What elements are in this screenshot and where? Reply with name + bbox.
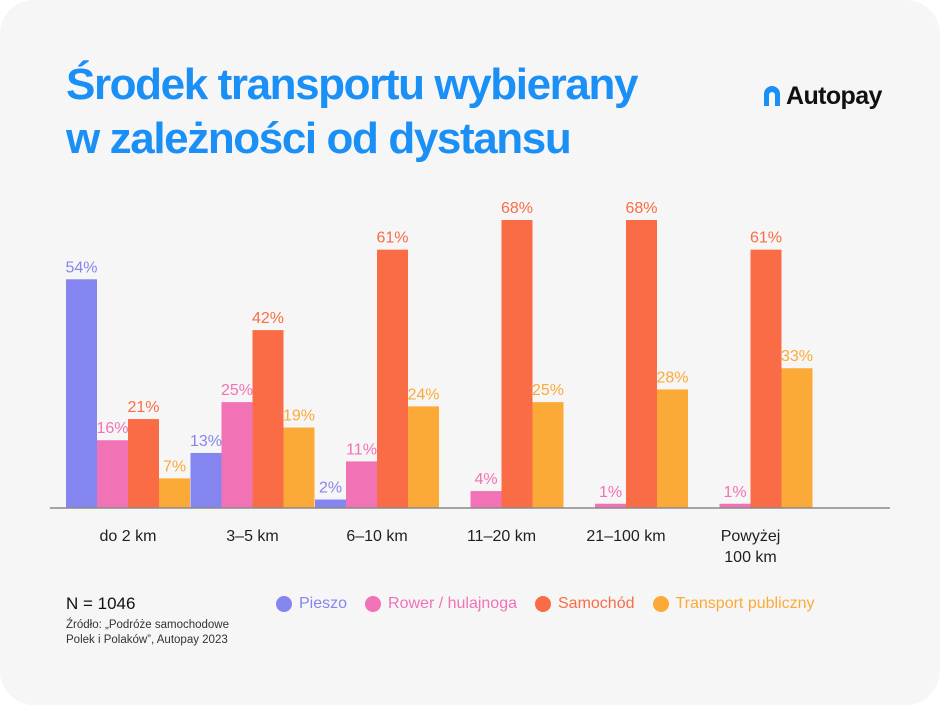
source-line-1: Źródło: „Podróże samochodowe [66, 619, 229, 631]
bar-rower-hulajnoga-6 [719, 503, 751, 508]
bar-transport-publiczny-5 [657, 389, 688, 508]
autopay-logo: Autopay [764, 80, 882, 112]
chart-footer: N = 1046 Źródło: „Podróże samochodowe Po… [66, 594, 266, 648]
bar-pieszo-1 [66, 279, 97, 508]
logo-text: Autopay [786, 81, 882, 110]
chart-title-line-2: w zależności od dystansu [66, 114, 572, 163]
data-label-transport-publiczny-1: 7% [163, 458, 186, 475]
chart-title: Środek transportu wybierany w zależności… [66, 58, 706, 166]
chart-title-line-1: Środek transportu wybierany [66, 60, 638, 109]
legend-item-transport-publiczny: Transport publiczny [652, 595, 815, 613]
bar-transport-publiczny-1 [159, 478, 190, 508]
data-label-transport-publiczny-5: 28% [656, 369, 688, 386]
legend-dot-icon [652, 596, 669, 612]
legend-dot-icon [276, 596, 292, 612]
data-label-samochod-5: 68% [625, 200, 657, 217]
bar-transport-publiczny-3 [408, 406, 439, 508]
legend-label: Rower / hulajnoga [388, 595, 517, 612]
legend-item-pieszo: Pieszo [276, 595, 347, 613]
data-label-pieszo-1: 54% [65, 259, 97, 276]
data-label-rower-hulajnoga-5: 1% [599, 484, 622, 501]
data-label-pieszo-3: 2% [319, 480, 342, 497]
data-label-pieszo-2: 13% [190, 433, 222, 450]
bar-rower-hulajnoga-3 [346, 461, 377, 508]
data-label-rower-hulajnoga-1: 16% [96, 420, 128, 437]
bar-rower-hulajnoga-2 [221, 402, 253, 508]
bar-samochod-5 [626, 220, 657, 508]
data-label-rower-hulajnoga-2: 25% [221, 382, 253, 399]
category-label-3: 6–10 km [346, 528, 407, 545]
data-label-samochod-6: 61% [750, 230, 782, 247]
bar-transport-publiczny-4 [532, 402, 564, 508]
data-label-transport-publiczny-4: 25% [532, 382, 564, 399]
data-label-rower-hulajnoga-3: 11% [346, 441, 377, 458]
data-label-samochod-2: 42% [252, 310, 284, 327]
data-label-transport-publiczny-6: 33% [781, 348, 813, 365]
data-label-transport-publiczny-2: 19% [283, 408, 315, 425]
data-label-samochod-4: 68% [501, 200, 533, 217]
legend-dot-icon [535, 596, 551, 612]
data-label-rower-hulajnoga-6: 1% [723, 484, 746, 501]
legend-item-samochod: Samochód [535, 595, 635, 613]
category-label-2: 3–5 km [226, 528, 278, 545]
bar-samochod-3 [377, 249, 408, 508]
bar-rower-hulajnoga-1 [97, 440, 128, 508]
legend-label: Transport publiczny [675, 595, 815, 612]
data-label-samochod-1: 21% [127, 399, 159, 416]
autopay-arch-icon [764, 86, 780, 106]
legend-item-rower-hulajnoga: Rower / hulajnoga [365, 595, 517, 613]
bar-samochod-4 [501, 220, 533, 508]
category-label-4: 11–20 km [467, 528, 536, 545]
bar-samochod-1 [128, 419, 159, 508]
category-label-6: Powyżej [721, 528, 781, 545]
chart-legend: Pieszo Rower / hulajnoga Samochód Transport… [276, 594, 815, 614]
data-label-rower-hulajnoga-4: 4% [474, 471, 497, 488]
category-label-6: 100 km [724, 549, 776, 566]
bar-pieszo-3 [315, 499, 346, 508]
legend-dot-icon [365, 596, 382, 612]
sample-size-label: N = 1046 [66, 594, 136, 613]
bar-rower-hulajnoga-5 [595, 503, 626, 508]
source-line-2: Polek i Polaków”, Autopay 2023 [66, 634, 228, 646]
source-note: Źródło: „Podróże samochodowe Polek i Pol… [66, 618, 266, 648]
legend-label: Samochód [558, 595, 635, 612]
bar-pieszo-2 [190, 452, 222, 508]
bar-samochod-6 [750, 249, 782, 508]
data-label-transport-publiczny-3: 24% [407, 386, 439, 403]
bar-samochod-2 [252, 330, 284, 508]
bar-transport-publiczny-2 [283, 427, 315, 508]
category-label-5: 21–100 km [586, 528, 665, 545]
legend-label: Pieszo [299, 595, 348, 612]
category-label-1: do 2 km [100, 528, 157, 545]
bar-rower-hulajnoga-4 [470, 491, 502, 508]
bar-transport-publiczny-6 [781, 368, 813, 508]
data-label-samochod-3: 61% [376, 230, 408, 247]
